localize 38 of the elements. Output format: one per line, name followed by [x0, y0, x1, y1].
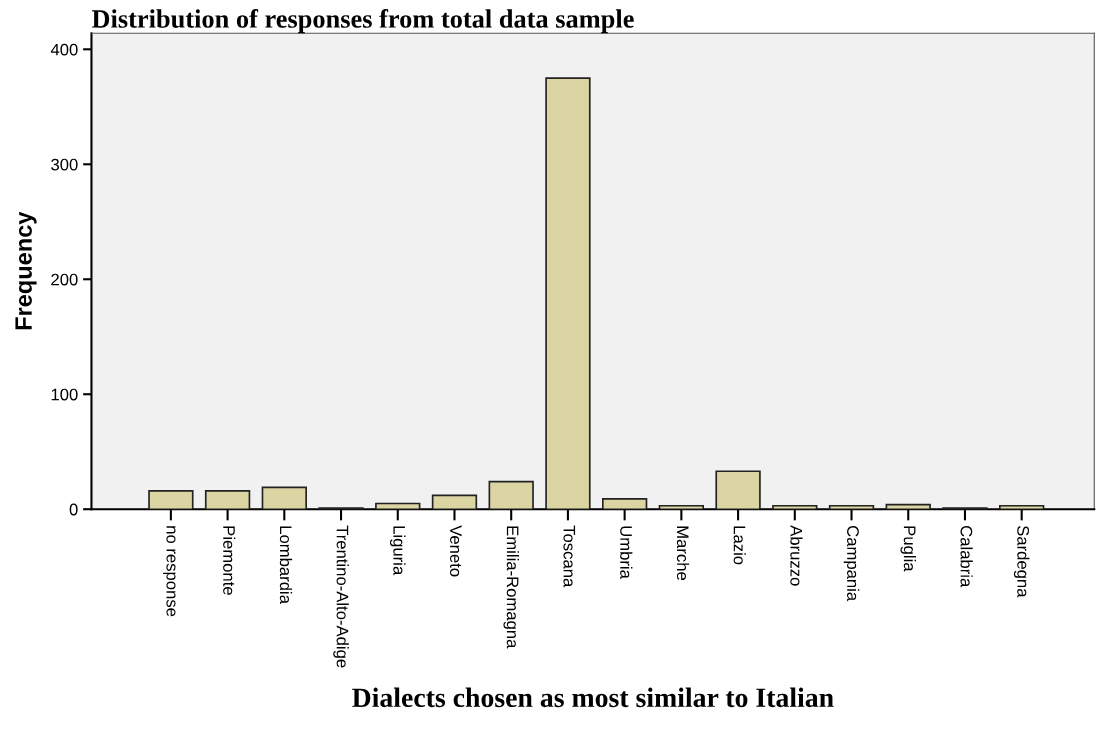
x-tick-label: no response	[163, 526, 176, 617]
bar	[148, 489, 194, 510]
y-tick-label: 0	[69, 503, 78, 516]
y-tick-label: 100	[51, 388, 78, 401]
x-tick-label: Liguria	[389, 526, 406, 576]
x-tick-label: Puglia	[900, 526, 917, 572]
x-tick-label: Veneto	[450, 525, 462, 577]
bar	[999, 504, 1045, 510]
bar	[658, 504, 705, 510]
bar	[772, 504, 818, 510]
bar	[204, 489, 251, 510]
bar	[261, 486, 307, 510]
x-tick-label: Toscana	[563, 525, 576, 588]
x-tick-label: Lazio	[733, 526, 746, 565]
x-tick-label: Lombardia	[279, 526, 293, 604]
x-tick-label: Piemonte	[223, 526, 236, 595]
x-tick-label: Emilia-Romagna	[503, 526, 519, 649]
x-axis-title: Dialects chosen as most similar to Italian	[352, 687, 834, 708]
y-tick-label: 300	[51, 158, 78, 171]
y-tick-label: 400	[50, 43, 78, 56]
bar	[828, 504, 875, 510]
bar	[885, 503, 931, 510]
y-tick-label: 200	[51, 273, 78, 286]
x-tick-label: Marche	[676, 526, 690, 581]
y-axis-title: Frequency	[15, 211, 37, 330]
bar	[488, 480, 534, 510]
bar	[601, 498, 648, 510]
bar	[545, 77, 591, 510]
x-tick-label: Umbria	[620, 526, 633, 579]
bar	[431, 494, 478, 510]
x-tick-label: Trentino-Alto-Adige	[333, 525, 349, 668]
bar	[375, 502, 421, 510]
x-tick-label: Calabria	[960, 526, 973, 588]
x-tick-label: Campania	[843, 526, 860, 602]
x-tick-label: Abruzzo	[790, 525, 803, 586]
x-tick-label: Sardegna	[1013, 525, 1030, 598]
bar	[715, 470, 761, 510]
chart-title: Distribution of responses from total data sample	[91, 9, 634, 34]
